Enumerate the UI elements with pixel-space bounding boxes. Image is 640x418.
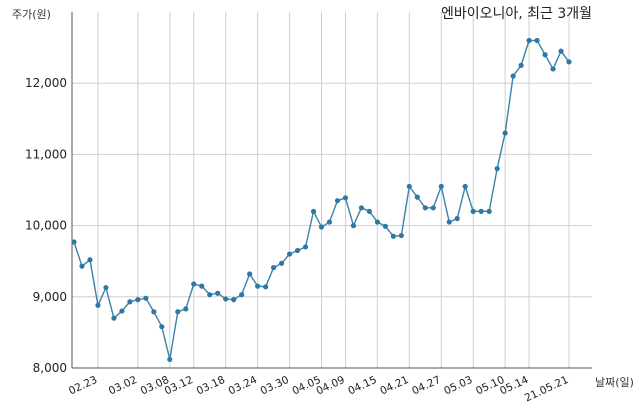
data-point — [199, 283, 205, 289]
data-point — [270, 265, 277, 271]
x-tick-label: 03.02 — [107, 374, 139, 398]
data-point — [71, 239, 77, 245]
data-point — [510, 73, 516, 79]
x-tick-label: 03.30 — [259, 374, 291, 398]
data-point — [255, 283, 261, 289]
x-tick-label: 03.18 — [195, 374, 227, 398]
data-point — [302, 244, 309, 250]
data-point — [558, 48, 564, 54]
y-axis-label: 주가(원) — [12, 8, 51, 21]
data-point — [374, 219, 380, 225]
data-point — [167, 356, 173, 363]
data-point — [231, 297, 237, 303]
data-point — [326, 219, 333, 225]
data-point — [534, 37, 540, 44]
data-point — [135, 297, 141, 303]
y-tick-label: 10,000 — [25, 219, 67, 233]
y-tick-label: 8,000 — [33, 361, 67, 375]
data-point — [366, 208, 373, 214]
data-point — [550, 66, 556, 72]
data-point — [526, 37, 532, 44]
y-tick-label: 11,000 — [25, 147, 67, 161]
chart-title: 엔바이오니아, 최근 3개월 — [441, 6, 592, 22]
data-point — [119, 308, 125, 314]
data-point — [247, 271, 253, 277]
data-point — [310, 208, 317, 214]
data-point — [422, 205, 428, 211]
data-point — [542, 52, 548, 58]
data-point — [382, 223, 388, 229]
data-point — [438, 183, 444, 190]
data-point — [494, 166, 500, 172]
data-point — [278, 260, 285, 266]
x-tick-label: 04.15 — [346, 374, 378, 398]
data-point — [183, 306, 189, 312]
data-point — [239, 292, 245, 298]
data-point — [143, 295, 149, 301]
data-point — [87, 257, 93, 263]
data-point — [334, 198, 341, 204]
data-point — [342, 195, 349, 201]
x-tick-label: 02.23 — [67, 374, 99, 398]
data-point — [462, 183, 468, 190]
x-tick-label: 03.24 — [227, 374, 260, 398]
data-point — [406, 183, 412, 190]
data-point — [518, 62, 524, 68]
data-point — [111, 315, 117, 321]
data-point — [103, 284, 109, 291]
x-tick-label: 04.27 — [410, 374, 442, 398]
grid — [72, 12, 592, 369]
data-point — [175, 309, 181, 315]
data-point — [486, 208, 492, 214]
y-tick-label: 12,000 — [25, 76, 67, 90]
x-tick-label: 04.21 — [378, 374, 410, 398]
data-point — [79, 263, 85, 269]
data-point — [478, 208, 484, 214]
data-point — [414, 194, 420, 200]
data-point — [318, 224, 325, 230]
data-point — [263, 284, 269, 290]
x-tick-label: 21.05.21 — [523, 374, 570, 405]
data-point — [191, 281, 197, 287]
data-point — [446, 219, 452, 225]
data-point — [159, 324, 165, 330]
x-tick-label: 05.03 — [442, 374, 474, 398]
data-point — [223, 296, 229, 302]
y-tick-labels: 8,000 9,000 10,000 11,000 12,000 — [25, 76, 67, 375]
x-axis-label: 날짜(일) — [595, 375, 634, 389]
data-point — [207, 292, 213, 298]
data-point — [470, 208, 476, 214]
data-point — [430, 205, 436, 211]
data-point — [502, 130, 508, 136]
data-point — [151, 309, 157, 315]
data-point — [215, 290, 221, 296]
data-point — [127, 299, 133, 305]
data-point — [398, 232, 404, 239]
data-point — [294, 247, 301, 254]
data-point — [286, 251, 293, 257]
y-tick-label: 9,000 — [33, 290, 67, 304]
data-point — [454, 215, 460, 222]
data-point — [566, 59, 572, 65]
data-point — [95, 302, 101, 308]
data-points — [71, 37, 572, 363]
data-point — [358, 205, 365, 211]
data-point — [390, 233, 396, 239]
data-point — [350, 223, 357, 229]
